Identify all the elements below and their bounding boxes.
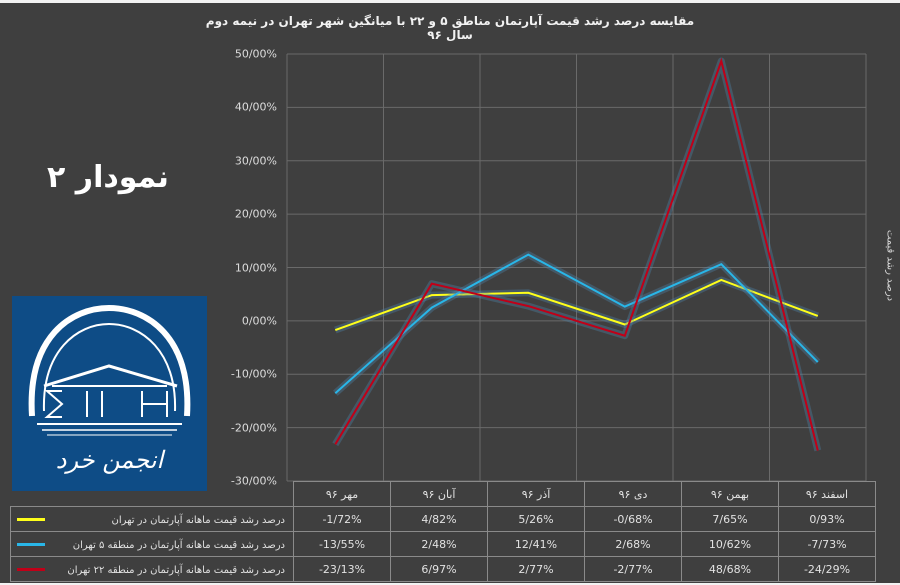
legend-entry-district-5: درصد رشد قیمت ماهانه آپارتمان در منطقه ۵… [10, 531, 294, 557]
y-tick: -10/00% [230, 367, 277, 381]
chart-title: مقایسه درصد رشد قیمت آپارتمان مناطق ۵ و … [205, 14, 695, 42]
data-table: مهر ۹۶ آبان ۹۶ آذر ۹۶ دی ۹۶ بهمن ۹۶ اسفن… [10, 481, 876, 582]
legend-entry-district-22: درصد رشد قیمت ماهانه آپارتمان در منطقه ۲… [10, 556, 294, 582]
table-cell: -2/77% [584, 556, 682, 582]
table-cell: 2/68% [584, 531, 682, 557]
table-corner [10, 481, 294, 507]
table-cell: -23/13% [293, 556, 391, 582]
column-header: آذر ۹۶ [487, 481, 585, 507]
table-cell: 7/65% [681, 506, 779, 532]
legend-entry-tehran: درصد رشد قیمت ماهانه آپارتمان در تهران [10, 506, 294, 532]
table-cell: -24/29% [778, 556, 876, 582]
table-row: درصد رشد قیمت ماهانه آپارتمان در منطقه ۲… [10, 556, 876, 582]
y-tick: 30/00% [234, 154, 277, 168]
table-cell: 5/26% [487, 506, 585, 532]
column-header: آبان ۹۶ [390, 481, 488, 507]
table-cell: 2/77% [487, 556, 585, 582]
table-cell: -1/72% [293, 506, 391, 532]
table-cell: -13/55% [293, 531, 391, 557]
table-row: درصد رشد قیمت ماهانه آپارتمان در منطقه ۵… [10, 531, 876, 557]
legend-swatch-yellow-icon [17, 518, 45, 521]
table-cell: 12/41% [487, 531, 585, 557]
table-cell: 0/93% [778, 506, 876, 532]
logo: انجمن خرد [12, 296, 207, 491]
y-tick: -20/00% [230, 421, 277, 435]
table-cell: 10/62% [681, 531, 779, 557]
bottom-border [0, 583, 900, 585]
top-border [0, 0, 900, 3]
series-line-1 [334, 253, 819, 394]
y-tick: 40/00% [234, 100, 277, 114]
series-lines [332, 57, 822, 452]
table-row: درصد رشد قیمت ماهانه آپارتمان در تهران -… [10, 506, 876, 532]
table-cell: -0/68% [584, 506, 682, 532]
logo-emblem-icon [28, 304, 191, 436]
series-line-0 [334, 278, 819, 332]
y-tick: 0/00% [241, 314, 277, 328]
table-cell: -7/73% [778, 531, 876, 557]
chart-number-label: نمودار ۲ [47, 160, 169, 195]
column-header: اسفند ۹۶ [778, 481, 876, 507]
series-line-2 [334, 57, 819, 451]
column-header: بهمن ۹۶ [681, 481, 779, 507]
y-tick: 10/00% [234, 261, 277, 275]
logo-text: انجمن خرد [55, 446, 164, 474]
table-cell: 6/97% [390, 556, 488, 582]
column-header: مهر ۹۶ [293, 481, 391, 507]
y-tick: 50/00% [234, 47, 277, 61]
y-tick: 20/00% [234, 207, 277, 221]
column-header: دی ۹۶ [584, 481, 682, 507]
table-cell: 48/68% [681, 556, 779, 582]
legend-swatch-red-icon [17, 568, 45, 571]
table-header-row: مهر ۹۶ آبان ۹۶ آذر ۹۶ دی ۹۶ بهمن ۹۶ اسفن… [10, 481, 876, 507]
grid-lines [286, 53, 867, 482]
table-cell: 2/48% [390, 531, 488, 557]
legend-swatch-blue-icon [17, 543, 45, 546]
table-cell: 4/82% [390, 506, 488, 532]
